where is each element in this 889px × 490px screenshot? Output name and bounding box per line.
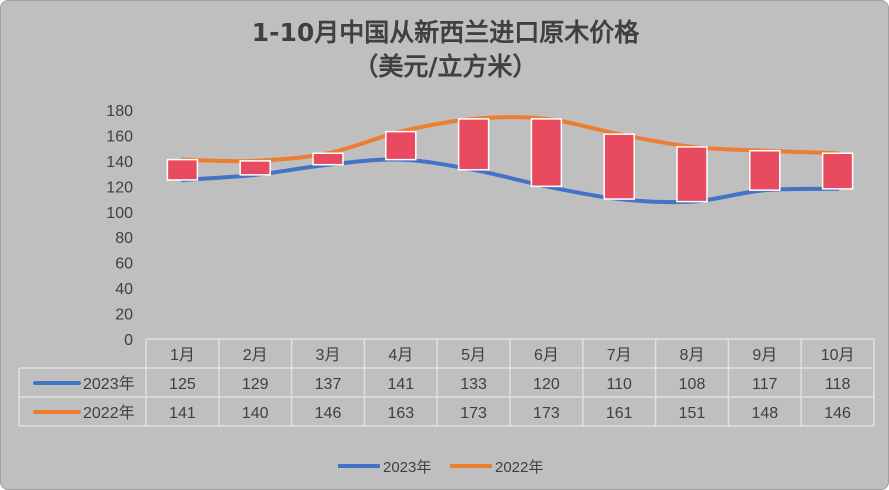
table-series-label: 2023年 [83,375,135,393]
updown-bar [676,146,708,203]
data-table-value: 146 [824,405,851,422]
updown-bar [166,158,199,181]
y-tick-label: 100 [106,205,133,222]
data-table-value: 137 [315,376,342,393]
data-table-value: 141 [169,405,196,422]
updown-bar [239,160,271,176]
legend-label: 2023年 [383,459,431,476]
data-table-value: 148 [751,405,778,422]
x-category-label: 9月 [752,347,777,364]
y-tick-label: 0 [124,332,133,349]
x-category-label: 2月 [243,347,268,364]
data-table-value: 125 [169,376,196,393]
x-category-label: 1月 [170,347,195,364]
y-tick-label: 60 [115,256,133,273]
updown-bar [457,118,490,171]
series-line-2023年 [180,157,840,205]
data-table-value: 110 [606,376,632,393]
data-table-value: 140 [242,405,269,422]
x-category-label: 7月 [607,347,632,364]
data-table-value: 141 [387,376,414,393]
y-tick-label: 160 [106,128,133,145]
y-tick-label: 180 [106,103,133,120]
x-category-label: 8月 [680,347,705,364]
data-table-value: 117 [752,376,778,393]
series-line-2022年 [180,115,840,164]
updown-bar [603,133,635,200]
x-category-label: 5月 [461,347,486,364]
x-category-label: 3月 [316,347,341,364]
updown-bar [821,152,854,190]
x-category-label: 4月 [388,347,413,364]
x-category-label: 10月 [821,347,855,364]
updown-bar [385,130,417,161]
y-tick-label: 40 [115,281,133,298]
data-table-value: 161 [606,405,633,422]
data-table-value: 146 [315,405,342,422]
updown-bar [749,149,781,191]
y-tick-label: 80 [115,230,133,247]
y-tick-label: 120 [106,179,133,196]
data-table-value: 151 [679,405,706,422]
legend-label: 2022年 [495,459,543,476]
chart-subtitle: （美元/立方米） [353,52,538,81]
y-tick-label: 20 [115,307,133,324]
data-table-value: 133 [460,376,487,393]
updown-bar [530,118,563,188]
data-table-value: 120 [533,376,560,393]
data-table-value: 129 [242,376,269,393]
data-table-value: 173 [460,405,487,422]
data-table-value: 163 [387,405,414,422]
updown-bar [312,152,344,166]
data-table-value: 108 [679,376,706,393]
table-series-label: 2022年 [83,404,135,422]
x-category-label: 6月 [534,347,559,364]
chart-title: 1-10月中国从新西兰进口原木价格 [251,18,640,47]
data-table-value: 173 [533,405,560,422]
y-tick-label: 140 [106,154,133,171]
data-table-value: 118 [825,376,851,393]
